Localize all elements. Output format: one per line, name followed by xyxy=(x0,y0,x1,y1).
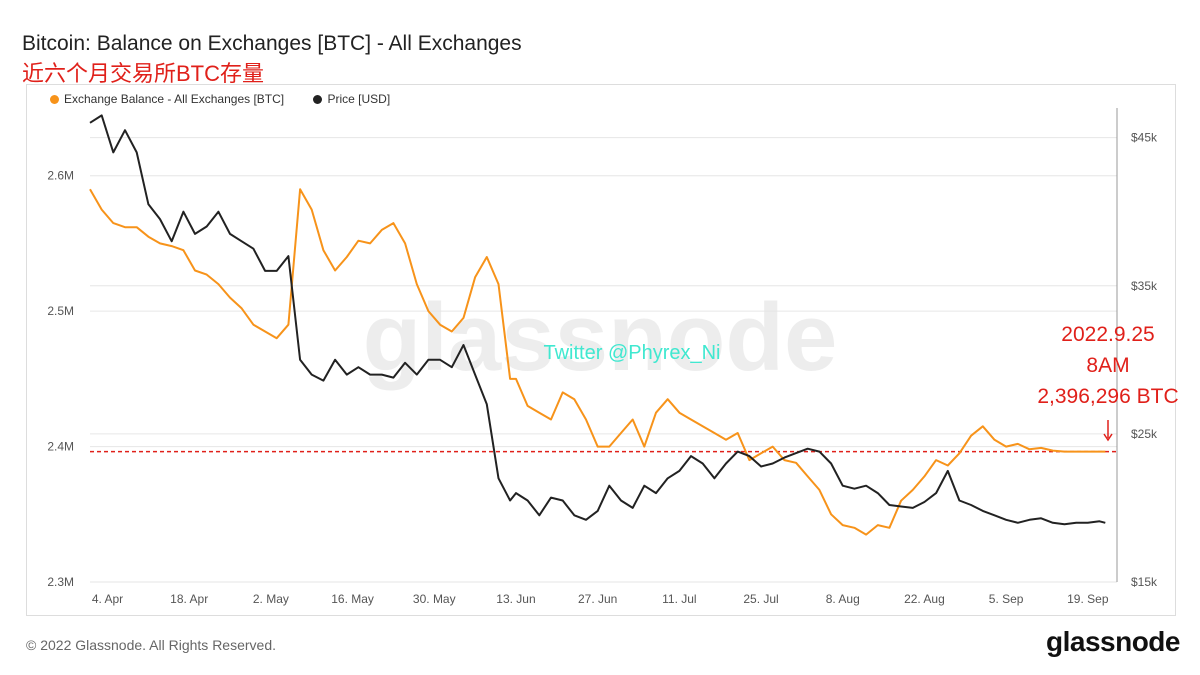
chart-title: Bitcoin: Balance on Exchanges [BTC] - Al… xyxy=(22,32,522,55)
x-tick-label: 11. Jul xyxy=(662,592,696,606)
twitter-handle: Twitter @Phyrex_Ni xyxy=(543,342,720,364)
y-left-tick-label: 2.3M xyxy=(47,575,74,589)
legend-dot-balance xyxy=(50,94,59,104)
x-tick-label: 19. Sep xyxy=(1067,592,1109,606)
x-tick-label: 2. May xyxy=(253,592,289,606)
y-left-tick-label: 2.5M xyxy=(47,304,74,318)
x-tick-label: 25. Jul xyxy=(743,592,778,606)
y-left-tick-label: 2.4M xyxy=(47,440,74,454)
chart-legend: Exchange Balance - All Exchanges [BTC] P… xyxy=(50,92,416,107)
series-line-exchange-balance xyxy=(89,188,1106,536)
y-right-tick-label: $35k xyxy=(1131,279,1158,293)
x-tick-label: 30. May xyxy=(413,592,456,606)
annotation-arrowhead xyxy=(1103,433,1113,442)
x-tick-label: 18. Apr xyxy=(170,592,208,606)
legend-dot-price xyxy=(313,94,323,104)
legend-item-price[interactable]: Price [USD] xyxy=(313,92,390,106)
x-tick-label: 8. Aug xyxy=(826,592,860,606)
chart-subtitle: 近六个月交易所BTC存量 xyxy=(22,61,265,86)
x-tick-label: 22. Aug xyxy=(904,592,945,606)
x-tick-label: 4. Apr xyxy=(92,592,123,606)
legend-label-balance: Exchange Balance - All Exchanges [BTC] xyxy=(64,92,285,106)
x-tick-label: 13. Jun xyxy=(496,592,535,606)
x-tick-label: 27. Jun xyxy=(578,592,617,606)
annotation-date: 2022.9.25 xyxy=(1061,323,1154,346)
chart-panel xyxy=(26,84,1176,616)
y-right-tick-label: $45k xyxy=(1131,131,1158,145)
annotation-value: 2,396,296 BTC xyxy=(1037,385,1178,408)
legend-item-balance[interactable]: Exchange Balance - All Exchanges [BTC] xyxy=(50,92,284,106)
y-left-tick-label: 2.6M xyxy=(47,169,74,183)
brand-logo: glassnode xyxy=(1046,626,1180,657)
x-tick-label: 16. May xyxy=(331,592,374,606)
watermark: glassnode xyxy=(363,284,838,391)
series-line-price xyxy=(89,114,1106,526)
x-tick-label: 5. Sep xyxy=(989,592,1024,606)
annotation-time: 8AM xyxy=(1086,354,1129,377)
y-right-tick-label: $15k xyxy=(1131,575,1158,589)
y-right-tick-label: $25k xyxy=(1131,427,1158,441)
legend-label-price: Price [USD] xyxy=(327,92,391,106)
copyright-footer: © 2022 Glassnode. All Rights Reserved. xyxy=(26,637,277,653)
